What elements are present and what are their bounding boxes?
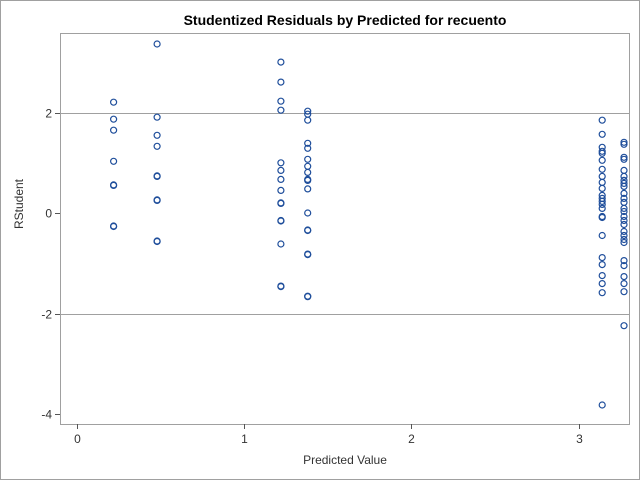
data-point [620,172,628,180]
x-tick-label: 2 [408,432,415,446]
data-point [109,181,118,189]
data-point [109,157,118,165]
data-point [304,185,312,193]
data-point [277,58,285,66]
data-point [620,212,628,221]
y-tick-label: -2 [41,308,52,322]
data-point [598,204,606,212]
data-point [277,166,285,174]
data-point [620,182,628,190]
data-point [109,98,118,106]
data-point [620,194,628,202]
data-point [304,155,312,163]
data-point [620,280,628,288]
data-point [153,237,161,246]
data-point [304,107,312,115]
data-point [620,235,628,244]
data-point [620,140,628,148]
data-point [153,113,161,121]
data-point [277,199,285,207]
data-point [277,175,285,183]
data-point [598,200,606,208]
data-point [109,126,118,134]
data-point [598,254,606,262]
y-tick-label: 0 [45,207,52,221]
data-point [620,231,628,240]
data-point [598,272,606,280]
data-point [598,280,606,288]
data-point [620,262,628,270]
data-point [598,184,606,192]
data-point [620,238,628,247]
data-point [277,159,285,167]
data-point [304,209,312,217]
data-point [598,156,606,164]
data-point [153,172,161,180]
data-point [304,144,312,152]
data-point [598,165,606,173]
data-point [304,251,312,259]
x-tick-label: 1 [241,432,248,446]
y-axis-ticks: -4 -2 0 2 [41,107,60,422]
data-point [304,168,312,176]
plot-area: 0 1 2 3 -4 -2 0 2 [41,33,630,446]
chart-title: Studentized Residuals by Predicted for r… [184,12,507,28]
data-point [598,231,606,240]
data-point [620,189,628,197]
data-point [277,78,285,86]
data-point [304,139,312,147]
data-point [620,220,628,229]
data-point [277,186,285,194]
data-point [109,222,118,231]
data-point [620,153,628,161]
y-tick-label: -4 [41,408,52,422]
data-point [153,131,161,139]
data-points [109,40,628,409]
data-point [620,216,628,225]
data-point [620,227,628,236]
data-point [620,273,628,281]
data-point [598,213,606,222]
data-point [598,116,606,124]
data-point [304,293,312,301]
data-point [304,116,312,124]
data-point [598,130,606,138]
data-point [620,288,628,296]
data-point [620,138,628,146]
data-point [153,196,161,204]
data-point [277,97,285,105]
y-tick-label: 2 [45,107,52,121]
data-point [277,240,285,248]
data-point [277,283,285,291]
data-point [598,261,606,269]
x-axis-label: Predicted Value [303,453,387,467]
data-point [620,155,628,163]
data-point [598,289,606,297]
data-point [304,226,312,235]
data-point [277,106,285,114]
data-point [620,204,628,212]
data-point [109,115,118,123]
x-axis-ticks: 0 1 2 3 [74,424,583,446]
data-point [598,147,606,155]
data-point [598,197,606,205]
plot-frame [60,33,630,425]
data-point [304,176,312,184]
data-point [620,207,628,216]
data-point [153,142,161,150]
data-point [620,257,628,265]
y-axis-label: RStudent [12,178,26,229]
data-point [277,217,285,225]
data-point [598,401,606,409]
data-point [153,40,161,48]
data-point [620,179,628,187]
data-point [598,149,606,157]
x-tick-label: 0 [74,432,81,446]
x-tick-label: 3 [576,432,583,446]
reference-lines [60,113,629,315]
data-point [620,322,628,330]
